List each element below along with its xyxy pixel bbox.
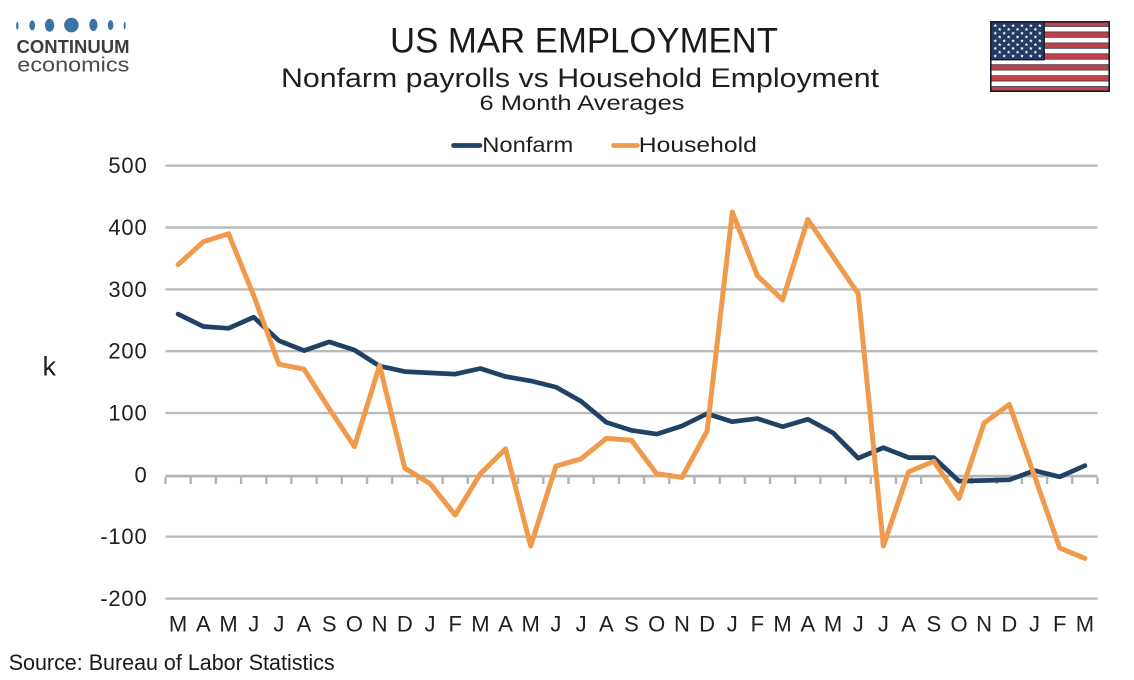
svg-text:Nonfarm payrolls vs Household: Nonfarm payrolls vs Household Employment <box>281 63 880 93</box>
svg-text:0: 0 <box>134 462 147 487</box>
svg-text:S: S <box>322 612 337 637</box>
svg-text:Source: Bureau of Labor Statis: Source: Bureau of Labor Statistics <box>9 650 335 675</box>
svg-text:J: J <box>878 612 889 637</box>
svg-text:N: N <box>674 612 690 637</box>
svg-text:D: D <box>1001 612 1017 637</box>
svg-text:O: O <box>950 612 967 637</box>
svg-text:F: F <box>448 612 461 637</box>
svg-text:200: 200 <box>108 339 147 364</box>
svg-text:F: F <box>1053 612 1066 637</box>
svg-text:6 Month Averages: 6 Month Averages <box>480 92 685 115</box>
svg-text:O: O <box>648 612 665 637</box>
svg-text:A: A <box>901 612 916 637</box>
svg-text:J: J <box>248 612 259 637</box>
svg-text:N: N <box>976 612 992 637</box>
svg-text:N: N <box>372 612 388 637</box>
svg-text:J: J <box>550 612 561 637</box>
svg-text:A: A <box>498 612 513 637</box>
svg-text:M: M <box>824 612 842 637</box>
svg-text:M: M <box>219 612 237 637</box>
svg-text:k: k <box>43 351 57 381</box>
svg-text:M: M <box>522 612 540 637</box>
svg-text:M: M <box>471 612 489 637</box>
svg-text:J: J <box>425 612 436 637</box>
svg-text:M: M <box>169 612 187 637</box>
svg-text:J: J <box>576 612 587 637</box>
svg-text:F: F <box>751 612 764 637</box>
svg-text:A: A <box>297 612 312 637</box>
svg-text:-200: -200 <box>100 586 147 611</box>
svg-text:J: J <box>1029 612 1040 637</box>
svg-text:400: 400 <box>108 215 147 240</box>
svg-text:D: D <box>397 612 413 637</box>
svg-text:S: S <box>624 612 639 637</box>
svg-text:M: M <box>1076 612 1094 637</box>
svg-text:M: M <box>773 612 791 637</box>
svg-text:300: 300 <box>108 277 147 302</box>
svg-text:D: D <box>699 612 715 637</box>
svg-text:S: S <box>926 612 941 637</box>
svg-text:A: A <box>196 612 211 637</box>
svg-text:100: 100 <box>108 401 147 426</box>
svg-text:J: J <box>273 612 284 637</box>
svg-text:CONTINUUM: CONTINUUM <box>17 36 130 57</box>
svg-text:J: J <box>727 612 738 637</box>
svg-text:Nonfarm: Nonfarm <box>482 134 573 157</box>
svg-text:economics: economics <box>17 54 129 76</box>
svg-text:A: A <box>800 612 815 637</box>
svg-text:J: J <box>853 612 864 637</box>
svg-text:US MAR EMPLOYMENT: US MAR EMPLOYMENT <box>390 22 778 61</box>
svg-text:500: 500 <box>108 153 147 178</box>
svg-text:O: O <box>346 612 363 637</box>
svg-text:Household: Household <box>639 134 757 157</box>
svg-text:-100: -100 <box>100 524 147 549</box>
svg-text:A: A <box>599 612 614 637</box>
